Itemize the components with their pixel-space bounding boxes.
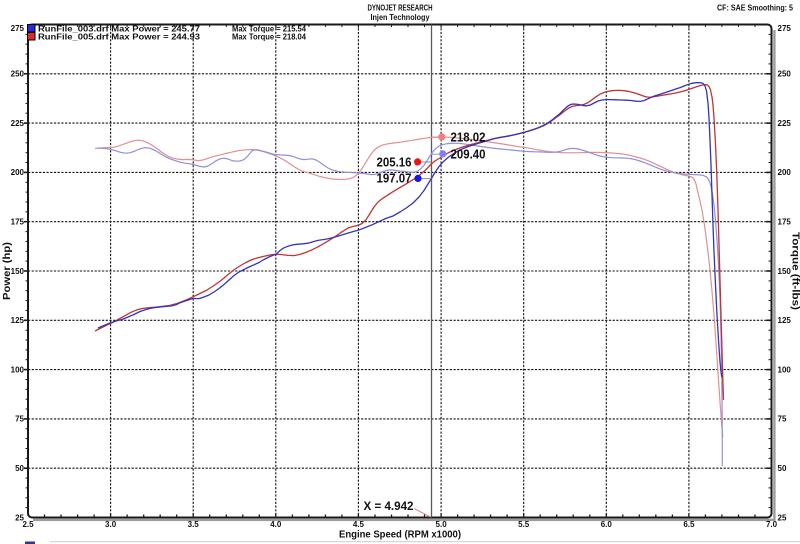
- svg-text:6.0: 6.0: [601, 520, 613, 529]
- svg-text:DYNOJET RESEARCH: DYNOJET RESEARCH: [368, 3, 433, 13]
- svg-text:2.5: 2.5: [22, 520, 34, 529]
- svg-text:150: 150: [778, 267, 792, 276]
- svg-text:205.16: 205.16: [377, 154, 412, 169]
- svg-text:250: 250: [778, 70, 792, 79]
- svg-text:150: 150: [11, 267, 25, 276]
- svg-text:225: 225: [778, 119, 792, 128]
- svg-text:250: 250: [11, 70, 25, 79]
- svg-text:100: 100: [11, 365, 25, 374]
- svg-text:Max Torque = 215.54: Max Torque = 215.54: [232, 25, 307, 34]
- svg-text:275: 275: [778, 24, 792, 33]
- svg-text:200: 200: [778, 168, 792, 177]
- svg-text:100: 100: [778, 365, 792, 374]
- svg-text:Engine Speed (RPM x1000): Engine Speed (RPM x1000): [339, 529, 461, 541]
- svg-text:218.02: 218.02: [451, 130, 486, 145]
- svg-text:7.0: 7.0: [766, 520, 778, 529]
- svg-text:3.5: 3.5: [188, 520, 200, 529]
- svg-text:RunFile_003.drf Max Power = 24: RunFile_003.drf Max Power = 245.77: [38, 25, 201, 34]
- svg-text:X = 4.942: X = 4.942: [364, 499, 414, 513]
- svg-text:197.07: 197.07: [377, 171, 412, 186]
- svg-text:50: 50: [15, 464, 24, 473]
- svg-text:225: 225: [11, 119, 25, 128]
- svg-text:5.5: 5.5: [518, 520, 530, 529]
- svg-text:200: 200: [11, 168, 25, 177]
- svg-text:125: 125: [11, 316, 25, 325]
- svg-text:RunFile_005.drf Max Power = 24: RunFile_005.drf Max Power = 244.93: [38, 33, 201, 42]
- svg-text:4.0: 4.0: [270, 520, 282, 529]
- svg-text:50: 50: [778, 464, 787, 473]
- svg-text:25: 25: [778, 513, 787, 522]
- svg-text:125: 125: [778, 316, 792, 325]
- svg-text:75: 75: [778, 415, 787, 424]
- svg-text:175: 175: [11, 218, 25, 227]
- svg-text:CF: SAE Smoothing: 5: CF: SAE Smoothing: 5: [717, 3, 793, 13]
- svg-text:25: 25: [15, 513, 24, 522]
- svg-text:275: 275: [11, 24, 25, 33]
- svg-text:Injen Technology: Injen Technology: [371, 12, 430, 22]
- svg-text:Torque (ft-lbs): Torque (ft-lbs): [790, 232, 800, 310]
- svg-text:4.5: 4.5: [353, 520, 365, 529]
- svg-text:209.40: 209.40: [451, 147, 486, 162]
- svg-text:6.5: 6.5: [683, 520, 695, 529]
- svg-text:Max Torque = 218.04: Max Torque = 218.04: [232, 33, 307, 42]
- svg-text:175: 175: [778, 218, 792, 227]
- svg-text:3.0: 3.0: [105, 520, 117, 529]
- svg-text:Power (hp): Power (hp): [2, 242, 13, 300]
- svg-text:5.0: 5.0: [436, 520, 448, 529]
- svg-text:75: 75: [15, 415, 24, 424]
